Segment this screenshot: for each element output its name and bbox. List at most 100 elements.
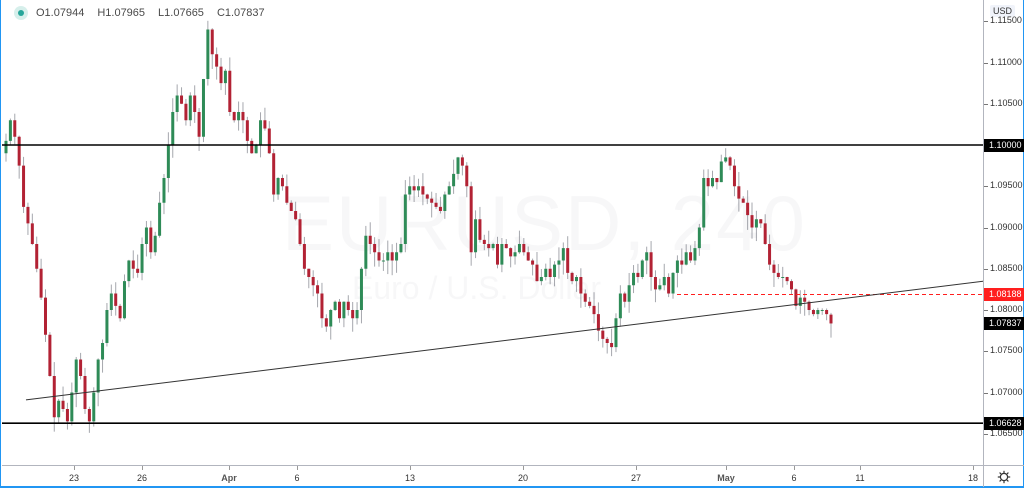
- candle-body: [491, 244, 495, 249]
- candle-body: [223, 70, 227, 84]
- price-tick-label: 1.11000: [990, 56, 1022, 67]
- price-tick: [984, 268, 988, 270]
- candle-body: [228, 70, 232, 112]
- candle-body: [109, 293, 113, 310]
- candle-body: [588, 301, 592, 306]
- market-status-icon: [14, 6, 28, 20]
- candle-body: [61, 400, 65, 409]
- candle-body: [816, 310, 820, 315]
- description-watermark: Euro / U.S. Dollar: [352, 270, 601, 306]
- price-tick: [984, 21, 988, 23]
- candle-body: [443, 194, 447, 211]
- candle-body: [715, 178, 719, 183]
- candle-body: [74, 359, 78, 393]
- candle-body: [267, 128, 271, 154]
- price-tick: [984, 186, 988, 188]
- candle-body: [70, 392, 74, 422]
- candle-body: [346, 301, 350, 310]
- time-tick: [794, 466, 795, 470]
- time-tick: [523, 466, 524, 470]
- time-tick: [636, 466, 637, 470]
- candle-body: [667, 277, 671, 294]
- candle-body: [754, 219, 758, 228]
- candle-body: [829, 314, 833, 324]
- candle-body: [241, 112, 245, 121]
- candle-body: [8, 120, 12, 141]
- candle-body: [294, 211, 298, 220]
- candle-body: [798, 297, 802, 306]
- candle-body: [531, 260, 535, 265]
- candle-body: [746, 202, 750, 216]
- candle-body: [517, 244, 521, 253]
- candle-body: [684, 252, 688, 265]
- candle-body: [302, 244, 306, 269]
- time-axis[interactable]: 23 26 Apr 6 13 20 27 May 6 11 18: [2, 465, 983, 487]
- price-tick-label: 1.10500: [990, 97, 1023, 108]
- candle-body: [697, 227, 701, 249]
- price-axis[interactable]: USD 1.11500 1.11000 1.10500 1.10000 1.09500 1…: [983, 0, 1024, 465]
- time-tick: [297, 466, 298, 470]
- candle-body: [65, 409, 69, 422]
- candle-body: [689, 252, 693, 261]
- chart-pane[interactable]: EURUSD, 240 Euro / U.S. Dollar O1.07944 …: [2, 0, 983, 465]
- candle-body: [596, 314, 600, 331]
- candle-body: [342, 301, 346, 319]
- candle-body: [456, 157, 460, 174]
- candle-body: [329, 310, 333, 327]
- candle-body: [614, 318, 618, 348]
- currency-label: USD: [990, 5, 1016, 17]
- price-tick-label: 1.11500: [990, 15, 1022, 26]
- candle-body: [412, 186, 416, 191]
- candle-body: [30, 223, 34, 244]
- candle-body: [399, 244, 403, 253]
- settings-button[interactable]: [983, 465, 1024, 487]
- candle-body: [566, 248, 570, 273]
- candle-body: [390, 252, 394, 261]
- candle-body: [188, 95, 192, 121]
- candle-body: [395, 252, 399, 261]
- candle-body: [140, 244, 144, 273]
- candle-body: [658, 285, 662, 290]
- candle-body: [338, 301, 342, 319]
- price-badge: 1.06628: [984, 416, 1024, 430]
- candle-body: [57, 400, 61, 418]
- candle-body: [513, 252, 517, 257]
- candle-body: [460, 157, 464, 166]
- candle-body: [355, 310, 359, 319]
- candle-body: [605, 338, 609, 343]
- time-tick: [726, 466, 727, 470]
- candle-body: [811, 310, 815, 315]
- candle-body: [601, 330, 605, 339]
- symbol-watermark: EURUSD, 240: [282, 179, 807, 267]
- candle-body: [680, 260, 684, 265]
- candle-body: [469, 186, 473, 253]
- candle-body: [632, 272, 636, 286]
- legend-low: L1.07665: [158, 7, 204, 19]
- trendline: [25, 280, 983, 401]
- candle-body: [807, 301, 811, 310]
- candle-body: [825, 310, 829, 315]
- candle-body: [232, 112, 236, 121]
- candle-body: [482, 239, 486, 244]
- candle-body: [662, 277, 666, 286]
- candle-body: [610, 343, 614, 348]
- candle-body: [105, 310, 109, 343]
- candle-body: [693, 248, 697, 261]
- candle-body: [149, 227, 153, 253]
- candle-body: [351, 310, 355, 319]
- candle-body: [732, 165, 736, 187]
- candle-body: [144, 227, 148, 244]
- candlestick-plot[interactable]: [2, 0, 983, 465]
- candle-body: [114, 293, 118, 306]
- candle-body: [136, 268, 140, 273]
- candle-body: [333, 301, 337, 310]
- candle-body: [452, 173, 456, 187]
- candle-body: [570, 272, 574, 282]
- time-tick-label: May: [717, 473, 735, 483]
- candle-body: [500, 244, 504, 265]
- candle-body: [158, 202, 162, 236]
- price-tick: [984, 351, 988, 353]
- gear-icon: [997, 470, 1011, 483]
- candle-body: [737, 186, 741, 199]
- candle-body: [48, 334, 52, 376]
